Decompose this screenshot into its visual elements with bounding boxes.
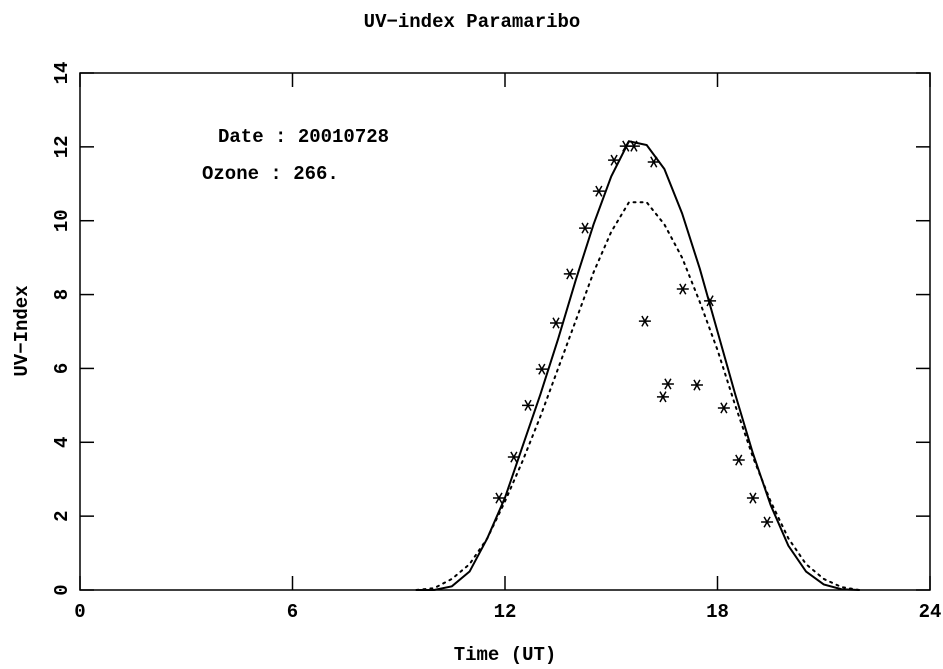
asterisk [592, 185, 605, 197]
y-tick-label: 0 [51, 584, 73, 595]
x-tick-label: 18 [706, 601, 729, 623]
y-axis-label: UV−Index [11, 285, 33, 376]
data-point [717, 402, 730, 414]
annotation: Ozone : 266. [202, 163, 339, 185]
asterisk [732, 454, 745, 466]
data-point [535, 363, 548, 375]
asterisk [492, 492, 505, 504]
asterisk [746, 492, 759, 504]
plot-frame [79, 72, 931, 591]
asterisk [522, 399, 535, 411]
asterisk [627, 140, 640, 152]
data-point [592, 185, 605, 197]
data-point [579, 222, 592, 234]
y-tick-label: 10 [51, 209, 73, 232]
y-tick-label: 4 [51, 437, 73, 448]
data-point [608, 154, 621, 166]
data-point [627, 140, 640, 152]
chart-title: UV−index Paramaribo [364, 11, 581, 33]
data-point [647, 156, 660, 168]
line [415, 201, 861, 591]
asterisk [535, 363, 548, 375]
x-tick-label: 24 [919, 601, 942, 623]
x-tick-label: 6 [287, 601, 298, 623]
data-point [732, 454, 745, 466]
y-tick-label: 6 [51, 363, 73, 374]
data-point [492, 492, 505, 504]
y-tick-label: 8 [51, 289, 73, 300]
data-point [522, 399, 535, 411]
x-axis-label: Time (UT) [454, 644, 557, 666]
annotation: Date : 20010728 [218, 126, 389, 148]
asterisk [647, 156, 660, 168]
asterisk [550, 317, 562, 329]
data-point [690, 379, 703, 391]
data-point [761, 516, 774, 528]
data-point [676, 283, 689, 295]
asterisk [690, 379, 703, 391]
asterisk [761, 516, 774, 528]
data-point [638, 315, 651, 327]
asterisk [608, 154, 621, 166]
data-point [656, 391, 669, 403]
asterisk [717, 402, 730, 414]
data-point [507, 451, 520, 463]
y-tick-label: 2 [51, 510, 73, 521]
asterisk [579, 222, 592, 234]
asterisk [563, 268, 576, 280]
data-point [704, 295, 717, 307]
data-point [661, 378, 674, 390]
y-tick-label: 12 [51, 135, 73, 158]
asterisk [676, 283, 689, 295]
data-point [563, 268, 576, 280]
x-tick-label: 0 [74, 601, 85, 623]
asterisk [656, 391, 669, 403]
asterisk [507, 451, 520, 463]
asterisk [661, 378, 674, 390]
y-tick-label: 14 [51, 62, 73, 85]
asterisk [704, 295, 717, 307]
x-tick-label: 12 [494, 601, 517, 623]
data-point [550, 317, 562, 329]
asterisk [638, 315, 651, 327]
data-point [746, 492, 759, 504]
line [415, 140, 861, 591]
